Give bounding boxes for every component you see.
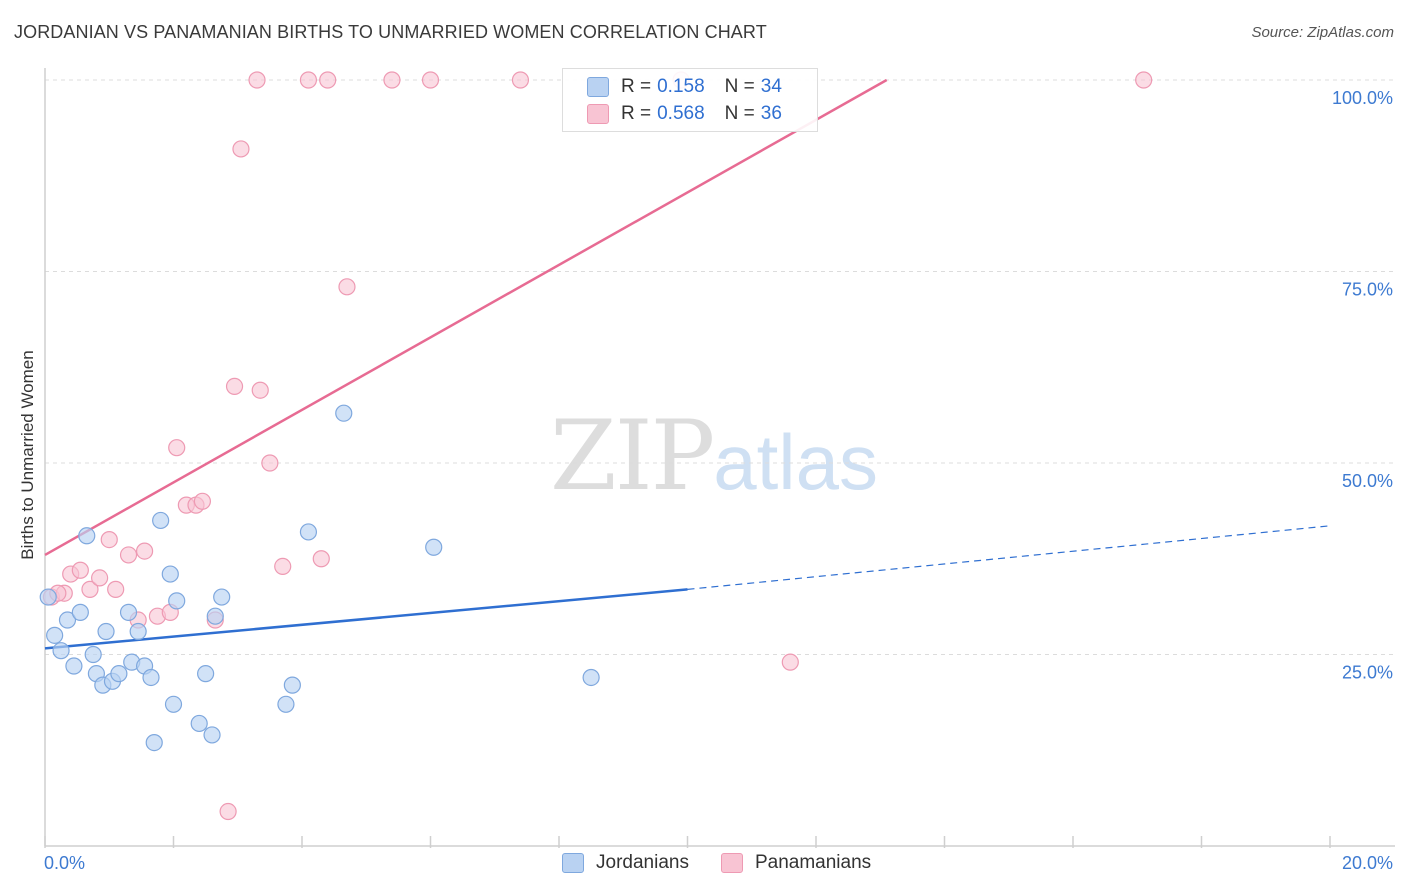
panamanian-point — [511, 71, 530, 89]
panamanian-point — [107, 580, 125, 598]
axes — [44, 68, 1395, 848]
y-axis-label-wrap: Births to Unmarried Women — [16, 330, 40, 580]
grid — [45, 79, 1395, 655]
panamanian-point — [71, 561, 89, 579]
panamanian-points — [42, 71, 1153, 821]
jordanian-point — [213, 588, 231, 606]
jordanian-trendline-extension — [687, 525, 1331, 590]
panamanian-point — [251, 381, 269, 399]
y-tick-label: 100.0% — [1332, 88, 1393, 108]
legend-r-value-panamanians: 0.568 — [657, 103, 705, 124]
panamanian-point — [91, 569, 109, 587]
jordanian-point — [277, 695, 295, 713]
panamanian-point — [219, 802, 237, 821]
jordanian-point — [65, 657, 83, 675]
watermark: ZIPatlas — [550, 400, 878, 512]
jordanian-point — [190, 714, 208, 733]
legend-n-value-panamanians: 36 — [760, 103, 782, 124]
legend-item-jordanians[interactable]: Jordanians — [562, 852, 689, 874]
x-tick-label: 0.0% — [44, 853, 85, 873]
panamanian-point — [338, 278, 356, 296]
panamanian-point — [383, 71, 401, 89]
watermark-atlas: atlas — [713, 418, 878, 506]
jordanian-point — [58, 611, 77, 629]
panamanian-point — [274, 557, 292, 576]
jordanian-point — [129, 622, 147, 641]
panamanian-point — [168, 439, 186, 457]
tick-labels: 25.0% 50.0% 75.0% 100.0% 0.0% 20.0% — [44, 88, 1393, 873]
jordanian-point — [168, 592, 186, 610]
jordanian-point — [283, 676, 301, 694]
legend-row-panamanians: R = 0.568 N = 36 — [587, 101, 782, 127]
legend-n-value-jordanians: 34 — [760, 76, 782, 97]
watermark-zip: ZIP — [550, 400, 715, 512]
jordanian-point — [161, 565, 179, 583]
jordanian-point — [39, 588, 57, 606]
panamanian-point — [261, 454, 279, 472]
legend-label-jordanians: Jordanians — [596, 852, 689, 873]
jordanian-point — [52, 642, 70, 660]
jordanian-point — [119, 603, 138, 621]
legend-swatch-panamanians — [587, 104, 609, 124]
jordanian-point — [142, 668, 160, 687]
legend-r-label: R = — [621, 76, 652, 97]
panamanian-point — [781, 653, 799, 671]
y-axis-label: Births to Unmarried Women — [18, 350, 37, 560]
chart-title: JORDANIAN VS PANAMANIAN BIRTHS TO UNMARR… — [14, 22, 767, 42]
panamanian-point — [100, 530, 118, 549]
jordanian-point — [206, 607, 224, 625]
panamanian-point — [1135, 71, 1153, 89]
jordanian-point — [582, 668, 600, 687]
panamanian-point — [421, 71, 440, 89]
legend-swatch-panamanians — [720, 853, 743, 873]
legend-n-label: N = — [724, 76, 755, 97]
jordanian-point — [152, 511, 170, 530]
legend-label-panamanians: Panamanians — [754, 852, 872, 873]
jordanian-point — [145, 733, 163, 752]
jordanian-point — [110, 665, 128, 683]
x-tick-label: 20.0% — [1342, 853, 1393, 873]
legend-n-label: N = — [724, 103, 755, 124]
legend-swatch-jordanians — [587, 77, 609, 97]
panamanian-point — [225, 377, 244, 395]
trendlines — [44, 78, 1331, 650]
y-tick-label: 25.0% — [1342, 663, 1393, 683]
stats-legend: R = 0.158 N = 34 R = 0.568 N = 36 — [562, 68, 818, 132]
jordanian-point — [97, 622, 115, 641]
series-legend: Jordanians Panamanians — [562, 852, 903, 874]
panamanian-point — [193, 492, 212, 510]
panamanian-point — [81, 580, 99, 598]
jordanian-trendline — [44, 588, 688, 650]
jordanian-points — [39, 404, 600, 752]
legend-item-panamanians[interactable]: Panamanians — [720, 852, 872, 874]
jordanian-point — [197, 665, 215, 683]
y-tick-label: 50.0% — [1342, 471, 1393, 491]
legend-swatch-jordanians — [562, 853, 584, 873]
panamanian-point — [299, 71, 318, 89]
legend-r-value-jordanians: 0.158 — [657, 76, 705, 97]
panamanian-trendline — [44, 78, 888, 557]
panamanian-point — [319, 71, 337, 89]
jordanian-point — [299, 523, 318, 541]
jordanian-point — [71, 603, 89, 621]
jordanian-point — [78, 527, 96, 545]
panamanian-point — [248, 71, 266, 89]
panamanian-point — [232, 140, 250, 158]
panamanian-point — [312, 550, 330, 568]
jordanian-point — [203, 726, 221, 744]
y-tick-label: 75.0% — [1342, 280, 1393, 300]
panamanian-point — [135, 542, 154, 560]
jordanian-point — [164, 695, 183, 713]
jordanian-point — [84, 645, 102, 664]
jordanian-point — [425, 538, 443, 556]
jordanian-point — [335, 404, 353, 422]
panamanian-point — [119, 546, 138, 564]
jordanian-point — [46, 626, 64, 644]
source-label: Source: ZipAtlas.com — [1251, 24, 1394, 41]
legend-row-jordanians: R = 0.158 N = 34 — [587, 74, 782, 100]
legend-r-label: R = — [621, 103, 652, 124]
